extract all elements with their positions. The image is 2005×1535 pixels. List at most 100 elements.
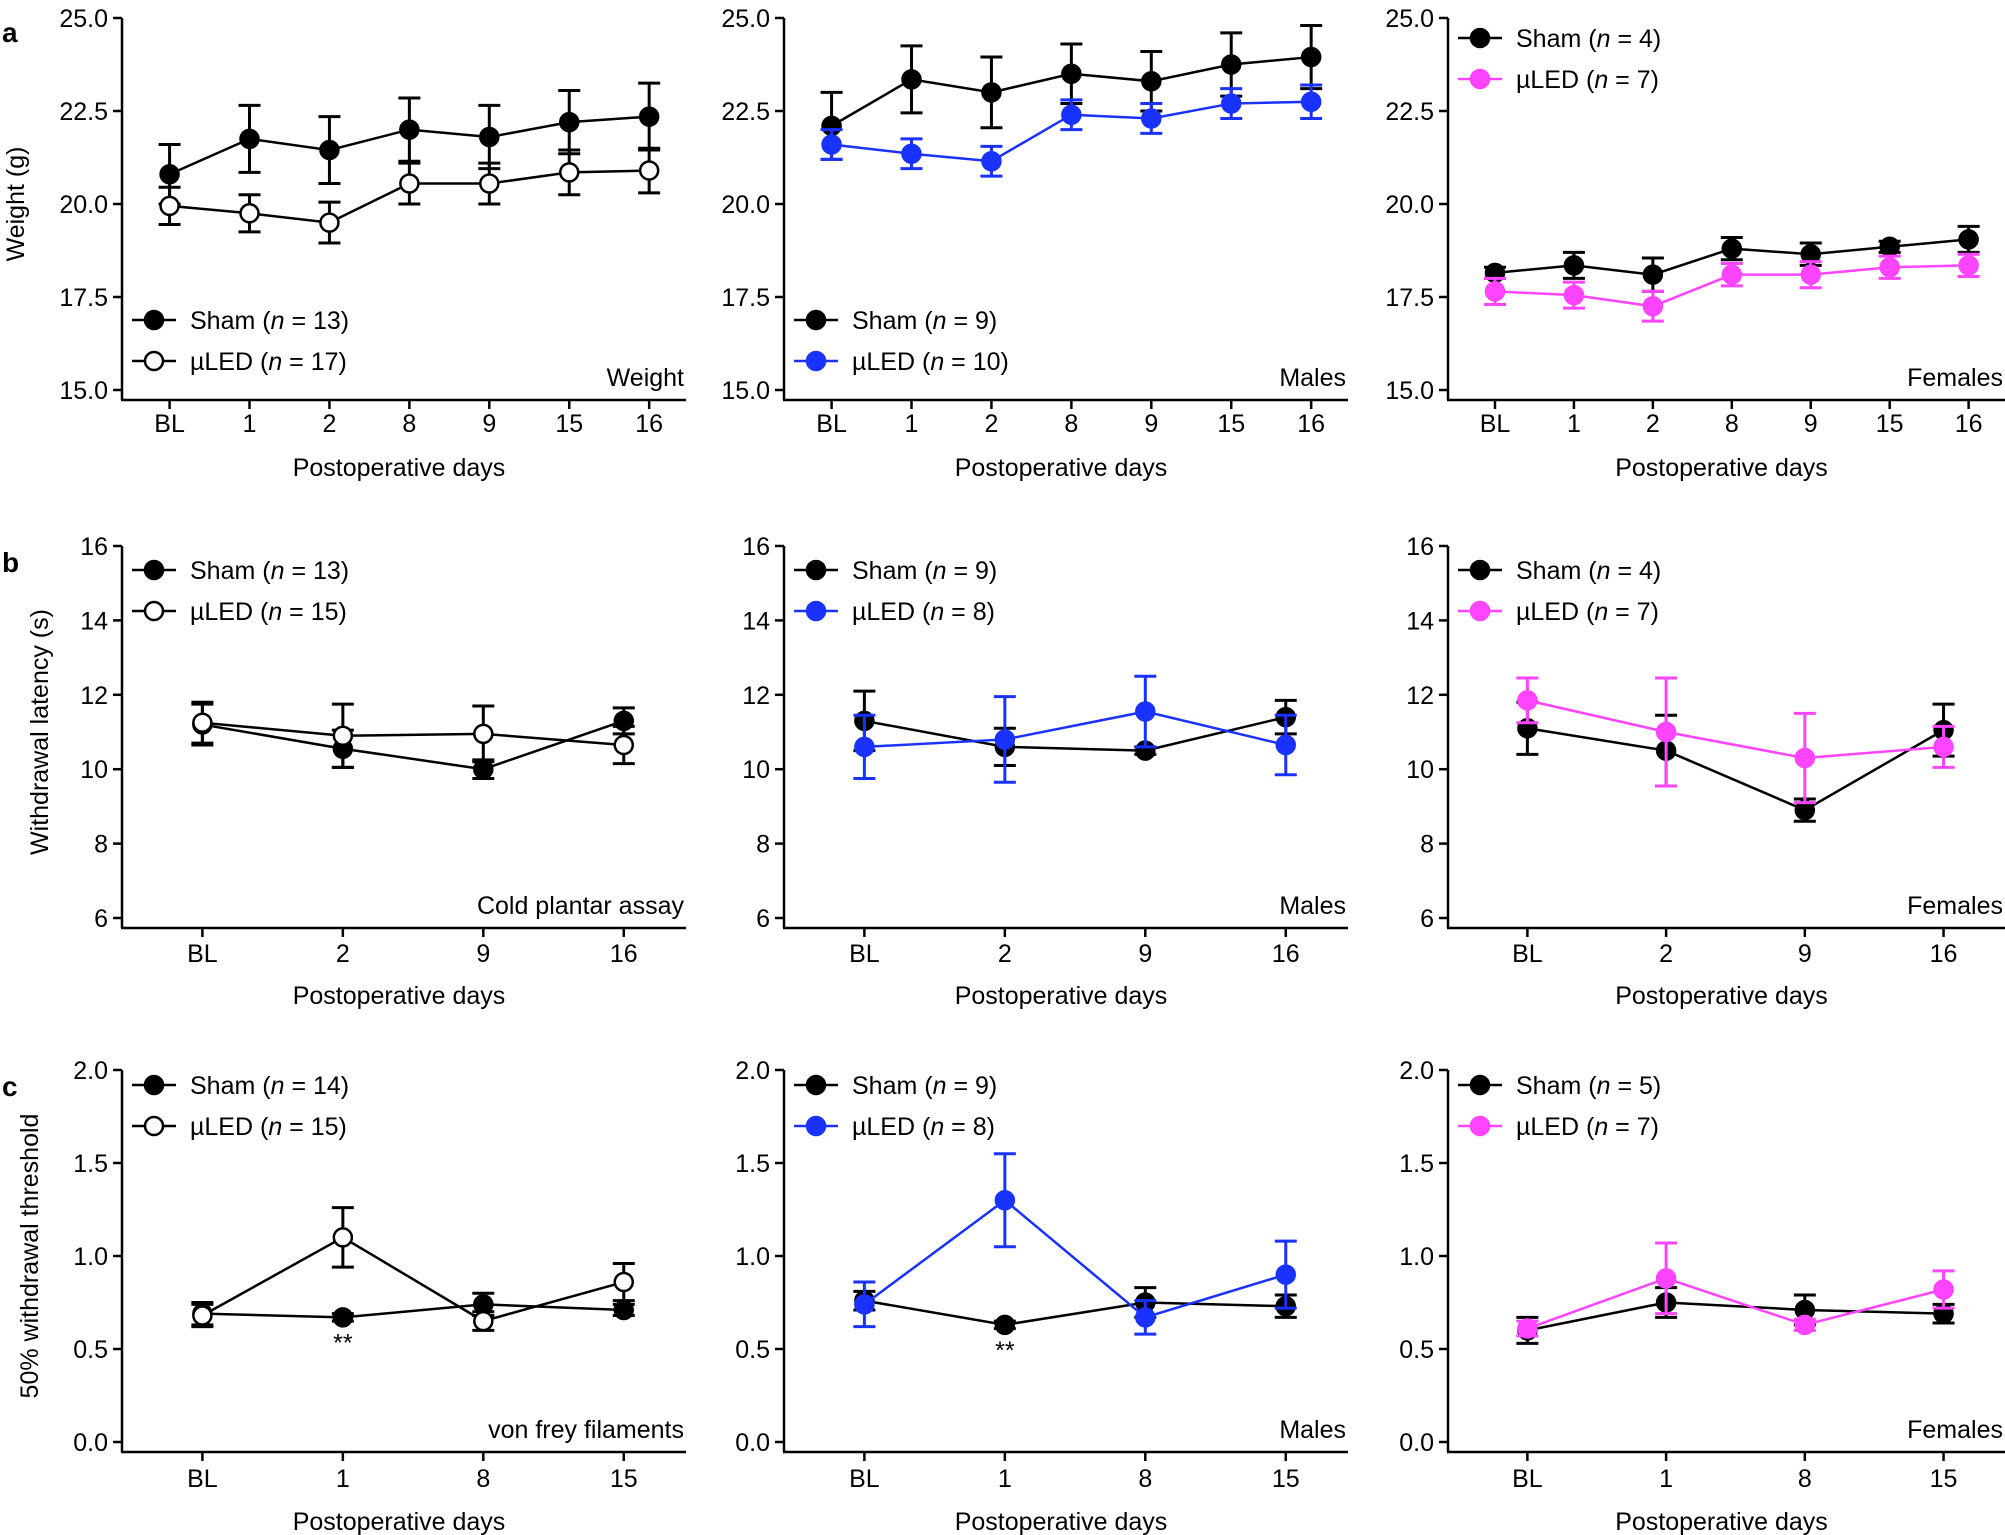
x-axis-title: Postoperative days xyxy=(1615,1508,1828,1535)
series-line xyxy=(864,715,1287,752)
data-point xyxy=(1879,236,1900,258)
data-point xyxy=(1275,1264,1297,1285)
y-tick-label: 17.5 xyxy=(1385,284,1434,312)
legend: Sham (n = 9) µLED (n = 10) xyxy=(794,307,1009,376)
x-tick-label: 8 xyxy=(1798,1465,1812,1493)
panel-note: Females xyxy=(1907,1416,2003,1444)
data-point xyxy=(1300,46,1322,68)
legend-item: Sham (n = 13) xyxy=(132,557,349,585)
series-sham xyxy=(1516,1286,1955,1345)
y-tick-label: 8 xyxy=(756,831,770,859)
x-tick-label: BL xyxy=(849,1465,880,1493)
legend-marker xyxy=(143,600,165,622)
panel-note: Males xyxy=(1279,1416,1346,1444)
x-tick-label: BL xyxy=(187,940,218,968)
x-axis-title: Postoperative days xyxy=(293,1508,506,1535)
y-tick-label: 15.0 xyxy=(721,377,770,405)
y-tick-label: 0.5 xyxy=(735,1336,770,1364)
panel-letter: a xyxy=(2,17,18,48)
panel-note: von frey filaments xyxy=(488,1416,684,1444)
series-uled xyxy=(191,1206,635,1332)
panel-note: Weight xyxy=(607,364,684,392)
data-point xyxy=(854,1294,875,1315)
data-point xyxy=(473,1310,494,1332)
legend-label: µLED (n = 7) xyxy=(1516,598,1659,626)
x-tick-label: 1 xyxy=(1659,1465,1673,1493)
data-point xyxy=(638,160,660,181)
y-tick-label: 2.0 xyxy=(1399,1057,1434,1085)
y-axis-title: Weight (g) xyxy=(2,147,30,262)
y-tick-label: 6 xyxy=(1420,905,1434,933)
y-tick-label: 12 xyxy=(80,682,108,710)
legend: Sham (n = 4) µLED (n = 7) xyxy=(1458,25,1661,94)
legend-marker xyxy=(1469,559,1491,581)
series-uled xyxy=(1516,1241,1955,1339)
y-tick-label: 25.0 xyxy=(1385,5,1434,33)
legend-item: µLED (n = 8) xyxy=(794,598,995,626)
series-line xyxy=(202,721,624,747)
legend-marker xyxy=(805,309,827,331)
panel-letter: b xyxy=(2,547,19,578)
data-point xyxy=(332,1227,354,1248)
legend-marker xyxy=(805,600,827,622)
y-tick-label: 6 xyxy=(756,905,770,933)
x-tick-label: 15 xyxy=(610,1465,638,1493)
data-point xyxy=(159,195,180,217)
x-tick-label: 15 xyxy=(1217,410,1245,438)
data-point xyxy=(1135,1307,1156,1328)
y-tick-label: 16 xyxy=(742,533,770,561)
x-tick-label: 1 xyxy=(336,1465,350,1493)
legend-item: Sham (n = 4) xyxy=(1458,25,1661,53)
data-point xyxy=(638,106,660,127)
legend-item: µLED (n = 15) xyxy=(132,1113,347,1141)
x-tick-label: 15 xyxy=(1876,410,1904,438)
series-uled xyxy=(191,700,635,769)
data-point xyxy=(399,173,420,194)
data-point xyxy=(994,729,1016,750)
legend: Sham (n = 13) µLED (n = 17) xyxy=(132,307,349,376)
x-tick-label: 8 xyxy=(1064,410,1078,438)
panel-a-1: 15.0 17.5 20.0 22.5 25.0 BL 1 2 8 9 15 16 Postoperat… xyxy=(59,5,686,482)
y-tick-label: 0.0 xyxy=(735,1429,770,1457)
y-tick-label: 20.0 xyxy=(721,191,770,219)
x-axis-title: Postoperative days xyxy=(955,1508,1168,1535)
data-point xyxy=(239,128,260,150)
data-point xyxy=(1135,701,1156,722)
legend-label: Sham (n = 4) xyxy=(1516,25,1661,53)
x-tick-label: BL xyxy=(1512,940,1543,968)
legend-marker xyxy=(1469,600,1491,622)
data-point xyxy=(981,150,1002,172)
data-point xyxy=(1220,93,1242,114)
y-tick-label: 0.0 xyxy=(1399,1429,1434,1457)
data-point xyxy=(1220,54,1242,75)
legend-marker xyxy=(143,309,165,331)
legend-label: Sham (n = 9) xyxy=(852,557,997,585)
y-tick-label: 20.0 xyxy=(1385,191,1434,219)
x-axis-title: Postoperative days xyxy=(955,454,1168,482)
significance-mark: ** xyxy=(995,1337,1015,1365)
y-tick-label: 0.0 xyxy=(73,1429,108,1457)
data-point xyxy=(613,1271,635,1293)
x-tick-label: BL xyxy=(1512,1465,1543,1493)
data-point xyxy=(1061,104,1082,125)
legend-label: Sham (n = 13) xyxy=(190,557,349,585)
y-tick-label: 8 xyxy=(1420,831,1434,859)
y-axis-title: 50% withdrawal threshold xyxy=(16,1114,44,1399)
legend-item: Sham (n = 13) xyxy=(132,307,349,335)
x-tick-label: 8 xyxy=(1138,1465,1152,1493)
x-tick-label: 9 xyxy=(1798,940,1812,968)
data-point xyxy=(332,725,354,746)
x-tick-label: 16 xyxy=(1930,940,1958,968)
series-line xyxy=(1527,699,1944,760)
legend-marker xyxy=(143,559,165,581)
x-tick-label: 8 xyxy=(476,1465,490,1493)
legend-marker xyxy=(143,350,165,372)
y-tick-label: 8 xyxy=(94,831,108,859)
legend-label: µLED (n = 7) xyxy=(1516,1113,1659,1141)
x-tick-label: BL xyxy=(154,410,185,438)
y-tick-label: 22.5 xyxy=(721,98,770,126)
legend-label: µLED (n = 8) xyxy=(852,1113,995,1141)
legend-label: Sham (n = 14) xyxy=(190,1072,349,1100)
panel-letter: c xyxy=(2,1071,18,1102)
series-line xyxy=(864,1299,1286,1327)
